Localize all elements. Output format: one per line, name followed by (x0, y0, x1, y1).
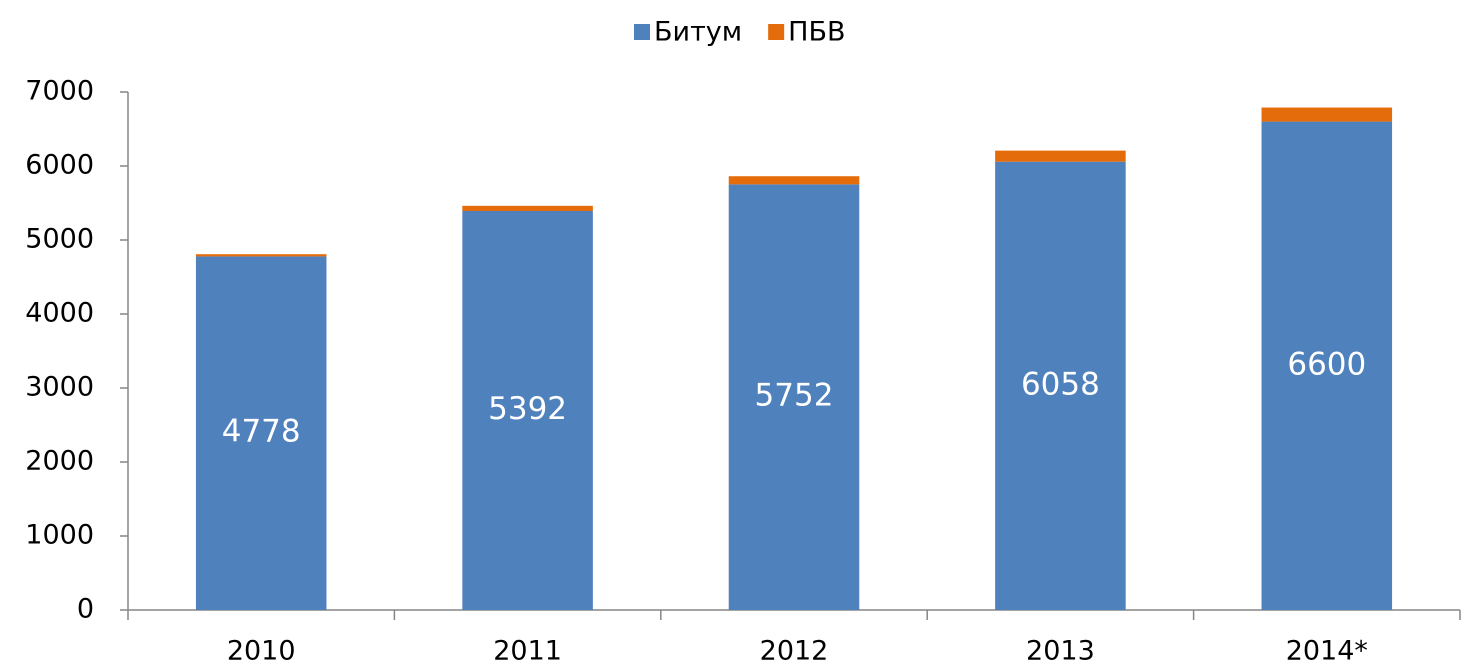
bar-segment (462, 205, 593, 211)
y-tick-label: 1000 (25, 520, 94, 551)
y-tick-label: 7000 (25, 76, 94, 107)
bar-segment (195, 254, 327, 257)
legend-swatch (634, 24, 650, 40)
y-tick-label: 4000 (25, 298, 94, 329)
legend-label: ПБВ (788, 17, 845, 48)
x-tick-label: 2010 (227, 636, 296, 667)
bar-segment (1261, 107, 1393, 122)
data-label: 4778 (222, 414, 301, 450)
bar-segment (728, 176, 860, 185)
data-label: 5752 (755, 378, 834, 414)
bar-segment (995, 150, 1126, 162)
data-label: 6600 (1287, 346, 1366, 382)
bar-segment (195, 256, 327, 610)
y-tick-label: 5000 (25, 224, 94, 255)
y-tick-label: 2000 (25, 446, 94, 477)
legend: Битум ПБВ (634, 17, 846, 48)
y-tick-label: 3000 (25, 372, 94, 403)
x-tick-label: 2011 (493, 636, 562, 667)
x-tick-label: 2014* (1286, 636, 1368, 667)
bar-segment (995, 161, 1126, 610)
bar-segment (1261, 121, 1393, 610)
bar-segment (462, 210, 593, 610)
data-label: 5392 (488, 391, 567, 427)
data-label: 6058 (1021, 366, 1100, 402)
x-tick-label: 2013 (1026, 636, 1095, 667)
y-tick-label: 0 (77, 594, 94, 625)
y-tick-label: 6000 (25, 150, 94, 181)
legend-swatch (768, 24, 785, 40)
legend-label: Битум (654, 17, 742, 48)
x-tick-label: 2012 (760, 636, 829, 667)
bar-segment (728, 184, 860, 611)
